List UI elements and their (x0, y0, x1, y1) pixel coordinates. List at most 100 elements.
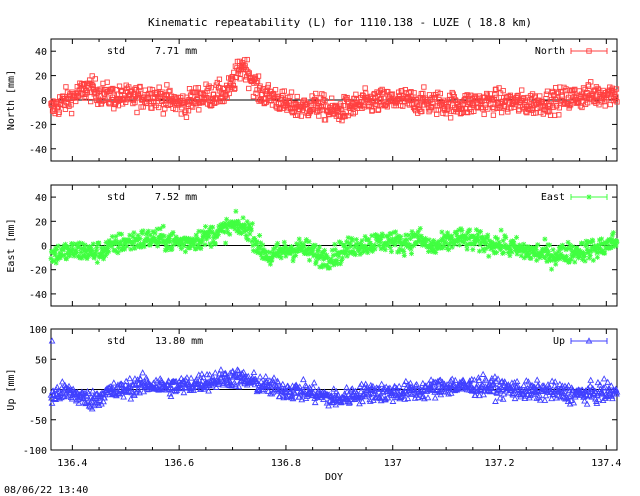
data-point (99, 250, 105, 256)
data-point (431, 238, 437, 244)
legend-label: East (541, 192, 565, 203)
data-point (518, 253, 524, 259)
data-point (255, 73, 262, 79)
data-point (593, 100, 599, 106)
data-point (456, 227, 462, 233)
data-point (562, 256, 568, 262)
data-point (534, 257, 540, 263)
data-point (477, 242, 483, 248)
data-point (602, 103, 608, 109)
data-point (329, 95, 335, 101)
data-point (325, 402, 332, 409)
data-point (589, 384, 597, 392)
y-tick-label: -50 (29, 416, 47, 427)
data-point (63, 84, 69, 90)
data-point (289, 244, 295, 250)
series-north-points (48, 56, 620, 124)
data-point (429, 240, 435, 246)
y-tick-label: 20 (35, 72, 47, 83)
data-point (230, 219, 236, 225)
data-point (582, 253, 588, 259)
data-point (426, 249, 432, 255)
data-point (534, 105, 540, 111)
data-point (248, 225, 254, 231)
data-point (464, 92, 470, 98)
data-point (472, 241, 478, 247)
data-point (250, 248, 256, 254)
data-point (231, 86, 237, 92)
data-point (95, 392, 102, 399)
data-point (360, 102, 367, 108)
data-point (282, 243, 288, 249)
data-point (62, 106, 69, 112)
data-point (254, 239, 260, 245)
data-point (478, 229, 484, 235)
data-point (443, 240, 449, 246)
data-point (181, 102, 188, 108)
data-point (406, 232, 412, 238)
data-point (219, 227, 225, 233)
data-point (180, 241, 186, 247)
data-point (486, 238, 492, 244)
data-point (423, 238, 429, 244)
data-point (438, 387, 445, 394)
data-point (157, 240, 163, 246)
data-point (514, 382, 521, 389)
data-point (499, 244, 505, 250)
data-point (401, 248, 407, 254)
data-point (68, 102, 74, 108)
data-point (564, 253, 570, 259)
x-tick-label: 137 (384, 458, 402, 469)
data-point (187, 238, 193, 244)
data-point (257, 378, 265, 385)
data-point (433, 249, 439, 255)
data-point (266, 258, 272, 264)
data-point (204, 88, 210, 94)
data-point (493, 94, 500, 101)
data-point (566, 259, 572, 265)
data-point (121, 236, 127, 242)
data-point (204, 236, 210, 242)
data-point (106, 99, 112, 106)
data-point (136, 389, 143, 396)
data-point (62, 245, 68, 251)
data-point (172, 106, 179, 113)
data-point (547, 242, 553, 248)
data-point (313, 90, 319, 97)
data-point (168, 384, 176, 392)
data-point (313, 258, 319, 264)
data-point (421, 84, 427, 90)
data-point (239, 230, 245, 236)
data-point (329, 399, 337, 406)
data-point (295, 112, 301, 118)
data-point (255, 386, 263, 393)
legend-label: North (535, 46, 565, 57)
data-point (130, 234, 136, 240)
data-point (126, 374, 134, 382)
data-point (224, 225, 230, 231)
data-point (55, 256, 61, 262)
data-point (511, 394, 519, 402)
data-point (479, 381, 486, 389)
data-point (500, 87, 506, 94)
data-point (566, 103, 573, 109)
data-point (338, 258, 344, 264)
data-point (479, 370, 487, 377)
data-point (498, 109, 505, 116)
x-tick-label: 136.4 (57, 458, 87, 469)
data-point (604, 378, 612, 385)
data-point (440, 243, 446, 249)
data-point (152, 236, 158, 242)
data-point (253, 90, 259, 96)
data-point (58, 378, 66, 385)
data-point (165, 244, 171, 250)
data-point (359, 238, 365, 244)
data-point (80, 245, 86, 251)
data-point (463, 233, 469, 239)
data-point (200, 234, 206, 240)
y-tick-label: 0 (41, 242, 47, 253)
data-point (492, 241, 498, 247)
data-point (446, 242, 452, 248)
data-point (53, 260, 59, 266)
data-point (257, 245, 263, 251)
